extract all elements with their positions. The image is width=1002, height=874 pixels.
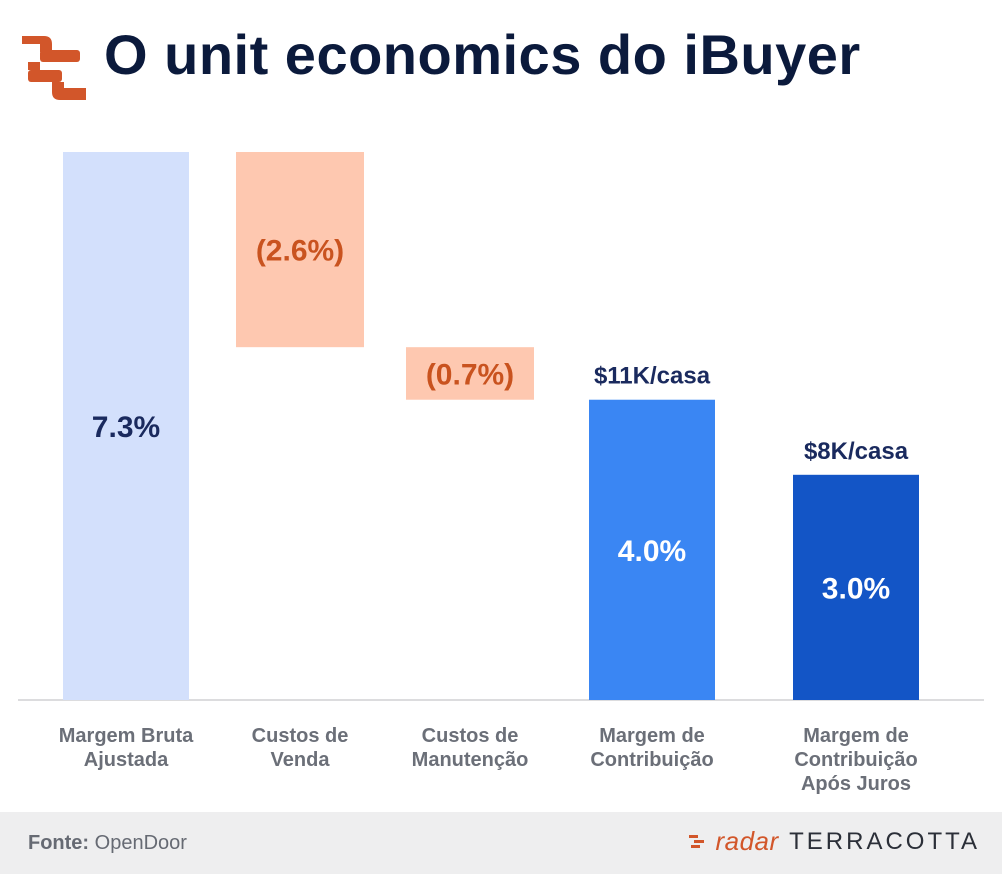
brand-name: radar [715, 826, 779, 856]
chart-area: 7.3% Margem Bruta Ajustada (2.6%) Custos de V… [0, 130, 1002, 810]
header: O unit economics do iBuyer [0, 0, 1002, 130]
per-house-label-4: $11K/casa [594, 363, 711, 390]
source-value: OpenDoor [94, 832, 187, 854]
category-label-1: Margem Bruta Ajustada [59, 725, 194, 771]
footer: Fonte: OpenDoor radar TERRACOTTA [0, 812, 1002, 874]
value-label-5: 3.0% [822, 572, 890, 605]
source-note: Fonte: OpenDoor [28, 832, 187, 855]
terracotta-logo-icon [22, 36, 86, 100]
brand-logo: radar TERRACOTTA [689, 826, 980, 860]
bar-2 [236, 152, 364, 348]
bar-3 [406, 347, 534, 400]
radar-mark-icon [689, 834, 704, 848]
category-label-3: Custos de Manutenção [412, 725, 529, 771]
value-label-4: 4.0% [618, 535, 686, 568]
value-label-3: (0.7%) [426, 358, 514, 391]
value-label-1: 7.3% [92, 411, 160, 444]
source-label: Fonte: [28, 832, 90, 854]
per-house-label-5: $8K/casa [804, 438, 909, 465]
brand-suffix: TERRACOTTA [789, 827, 980, 855]
waterfall-chart: 7.3% Margem Bruta Ajustada (2.6%) Custos de V… [18, 152, 984, 795]
category-label-5: Margem de Contribuição Após Juros [794, 725, 917, 795]
page-title: O unit economics do iBuyer [104, 23, 861, 86]
category-label-4: Margem de Contribuição [590, 725, 713, 771]
value-label-2: (2.6%) [256, 235, 344, 268]
category-label-2: Custos de Venda [252, 725, 349, 771]
bar-4 [589, 399, 715, 700]
bar-5 [793, 474, 919, 700]
bar-1 [63, 152, 189, 700]
